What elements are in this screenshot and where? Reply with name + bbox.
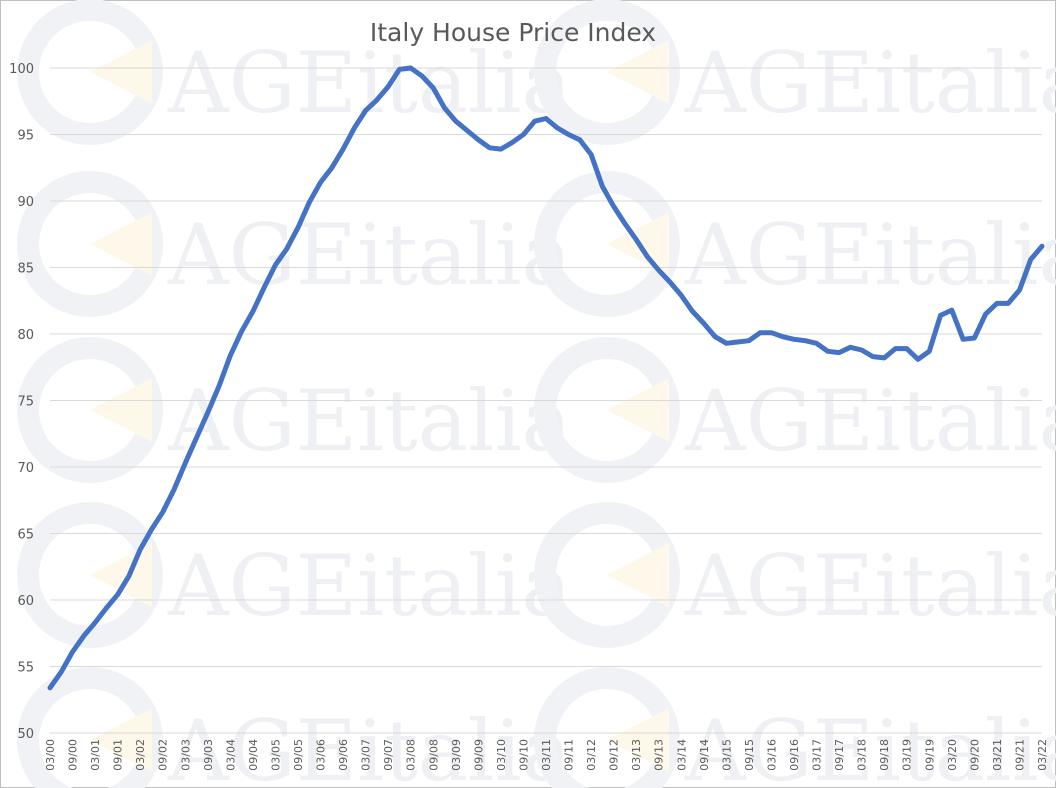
watermark-tile: AGEitalia — [534, 0, 1056, 145]
x-tick-label: 09/15 — [743, 739, 756, 771]
x-tick-label: 03/21 — [991, 739, 1004, 771]
chart-title: Italy House Price Index — [369, 18, 657, 47]
x-axis: 03/00 09/00 03/01 09/01 03/02 09/02 03/03 09/03… — [44, 732, 1049, 771]
x-tick-label: 09/07 — [382, 739, 395, 771]
x-tick-label: 03/07 — [360, 739, 373, 771]
watermark-logo-wedge — [90, 40, 152, 104]
watermark-text: AGEitalia — [684, 537, 1056, 635]
x-tick-label: 09/08 — [427, 739, 440, 771]
x-tick-label: 09/01 — [112, 739, 125, 771]
watermark-tile: AGEitalia — [534, 337, 1056, 483]
y-tick-label: 100 — [9, 62, 34, 77]
watermark-logo-wedge — [607, 708, 669, 772]
x-tick-label: 09/16 — [788, 739, 801, 771]
watermark-tile: AGEitalia — [17, 667, 572, 788]
x-tick-label: 03/09 — [450, 739, 463, 771]
x-tick-label: 09/20 — [968, 739, 981, 771]
watermark-tile: AGEitalia — [17, 171, 572, 317]
watermark-text: AGEitalia — [684, 372, 1056, 470]
x-tick-label: 03/18 — [856, 739, 869, 771]
x-tick-label: 03/14 — [675, 739, 688, 771]
watermark-logo-wedge — [607, 40, 669, 104]
y-tick-label: 90 — [17, 195, 34, 210]
x-tick-label: 09/19 — [923, 739, 936, 771]
x-tick-label: 09/04 — [247, 739, 260, 771]
y-tick-label: 85 — [17, 262, 34, 277]
watermark-text: AGEitalia — [167, 34, 572, 132]
x-tick-label: 09/14 — [698, 739, 711, 771]
y-tick-label: 95 — [17, 129, 34, 144]
y-tick-label: 75 — [17, 395, 34, 410]
watermark-logo-wedge — [90, 708, 152, 772]
watermark-text: AGEitalia — [684, 206, 1056, 304]
y-tick-label: 80 — [17, 328, 34, 343]
watermark-text: AGEitalia — [684, 702, 1056, 788]
watermark-logo-wedge — [607, 543, 669, 607]
x-tick-label: 09/13 — [653, 739, 666, 771]
watermark-tile: AGEitalia — [534, 667, 1056, 788]
x-tick-label: 03/06 — [315, 739, 328, 771]
x-tick-label: 03/19 — [901, 739, 914, 771]
watermark-text: AGEitalia — [167, 372, 572, 470]
x-tick-label: 09/21 — [1013, 739, 1026, 771]
x-tick-label: 09/06 — [337, 739, 350, 771]
x-tick-label: 09/10 — [517, 739, 530, 771]
y-tick-label: 65 — [17, 528, 34, 543]
x-tick-label: 03/08 — [405, 739, 418, 771]
x-tick-label: 09/03 — [202, 739, 215, 771]
y-tick-label: 50 — [17, 727, 34, 742]
watermark-layer: AGEitalia AGEitalia AGEitalia AGEitalia AGEi… — [17, 0, 1056, 788]
x-tick-label: 03/16 — [765, 739, 778, 771]
x-tick-label: 03/15 — [720, 739, 733, 771]
x-tick-label: 03/20 — [946, 739, 959, 771]
x-tick-label: 09/05 — [292, 739, 305, 771]
x-tick-label: 03/10 — [495, 739, 508, 771]
x-tick-label: 03/00 — [44, 739, 57, 771]
x-tick-label: 09/17 — [833, 739, 846, 771]
y-tick-label: 60 — [17, 594, 34, 609]
watermark-tile: AGEitalia — [534, 502, 1056, 648]
x-tick-label: 09/09 — [472, 739, 485, 771]
x-tick-label: 03/17 — [811, 739, 824, 771]
watermark-logo-wedge — [90, 543, 152, 607]
y-axis: 50 55 60 65 70 75 80 85 90 95 100 — [9, 62, 34, 742]
x-tick-label: 09/12 — [608, 739, 621, 771]
x-tick-label: 09/18 — [878, 739, 891, 771]
x-tick-label: 03/05 — [269, 739, 282, 771]
watermark-text: AGEitalia — [684, 34, 1056, 132]
x-tick-label: 03/02 — [134, 739, 147, 771]
watermark-tile: AGEitalia — [534, 171, 1056, 317]
x-tick-label: 03/01 — [89, 739, 102, 771]
x-tick-label: 03/13 — [630, 739, 643, 771]
y-tick-label: 55 — [17, 661, 34, 676]
x-tick-label: 09/11 — [563, 739, 576, 771]
watermark-tile: AGEitalia — [17, 502, 572, 648]
watermark-logo-wedge — [607, 378, 669, 442]
series-layer — [47, 65, 1045, 691]
x-tick-label: 03/12 — [585, 739, 598, 771]
x-tick-label: 03/04 — [224, 739, 237, 771]
watermark-logo-wedge — [90, 212, 152, 276]
x-tick-label: 03/22 — [1036, 739, 1049, 771]
watermark-logo-wedge — [90, 378, 152, 442]
x-tick-label: 03/11 — [540, 739, 553, 771]
x-tick-label: 03/03 — [179, 739, 192, 771]
series-line — [47, 65, 1045, 691]
y-tick-label: 70 — [17, 461, 34, 476]
x-tick-label: 09/02 — [157, 739, 170, 771]
watermark-text: AGEitalia — [167, 206, 572, 304]
watermark-text: AGEitalia — [167, 702, 572, 788]
watermark-tile: AGEitalia — [17, 337, 572, 483]
watermark-text: AGEitalia — [167, 537, 572, 635]
x-tick-label: 09/00 — [67, 739, 80, 771]
